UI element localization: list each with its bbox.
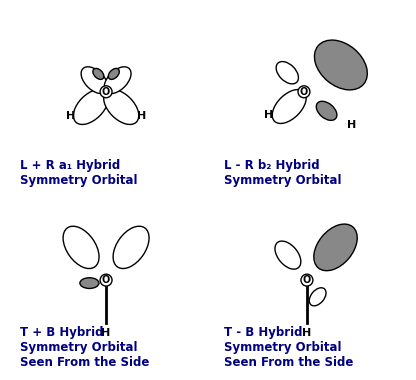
- Ellipse shape: [316, 101, 337, 120]
- Circle shape: [301, 274, 313, 286]
- Ellipse shape: [272, 90, 306, 124]
- Text: T - B Hybrid
Symmetry Orbital
Seen From the Side: T - B Hybrid Symmetry Orbital Seen From …: [223, 326, 353, 369]
- Text: H: H: [102, 328, 111, 337]
- Ellipse shape: [314, 40, 367, 90]
- Ellipse shape: [309, 288, 326, 306]
- Ellipse shape: [80, 278, 99, 288]
- Ellipse shape: [104, 89, 139, 125]
- Ellipse shape: [73, 89, 109, 125]
- Circle shape: [100, 86, 112, 98]
- Text: T + B Hybrid
Symmetry Orbital
Seen From the Side: T + B Hybrid Symmetry Orbital Seen From …: [20, 326, 149, 369]
- Text: H: H: [67, 111, 76, 121]
- Ellipse shape: [108, 68, 119, 79]
- Text: O: O: [300, 87, 308, 97]
- Ellipse shape: [81, 67, 108, 93]
- Text: H: H: [302, 328, 312, 337]
- Circle shape: [100, 274, 112, 286]
- Ellipse shape: [314, 224, 357, 271]
- Text: O: O: [102, 87, 110, 97]
- Text: H: H: [136, 111, 146, 121]
- Ellipse shape: [113, 226, 149, 269]
- Ellipse shape: [275, 241, 301, 269]
- Ellipse shape: [63, 226, 99, 269]
- Circle shape: [298, 86, 310, 98]
- Ellipse shape: [93, 68, 104, 79]
- Text: O: O: [102, 275, 110, 285]
- Text: O: O: [303, 275, 311, 285]
- Text: L - R b₂ Hybrid
Symmetry Orbital: L - R b₂ Hybrid Symmetry Orbital: [223, 159, 341, 187]
- Text: H: H: [347, 120, 356, 130]
- Ellipse shape: [104, 67, 131, 93]
- Ellipse shape: [276, 62, 298, 84]
- Text: H: H: [264, 110, 273, 120]
- Text: L + R a₁ Hybrid
Symmetry Orbital: L + R a₁ Hybrid Symmetry Orbital: [20, 159, 137, 187]
